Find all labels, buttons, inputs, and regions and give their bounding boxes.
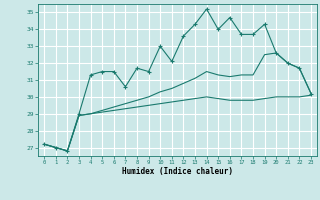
X-axis label: Humidex (Indice chaleur): Humidex (Indice chaleur) — [122, 167, 233, 176]
